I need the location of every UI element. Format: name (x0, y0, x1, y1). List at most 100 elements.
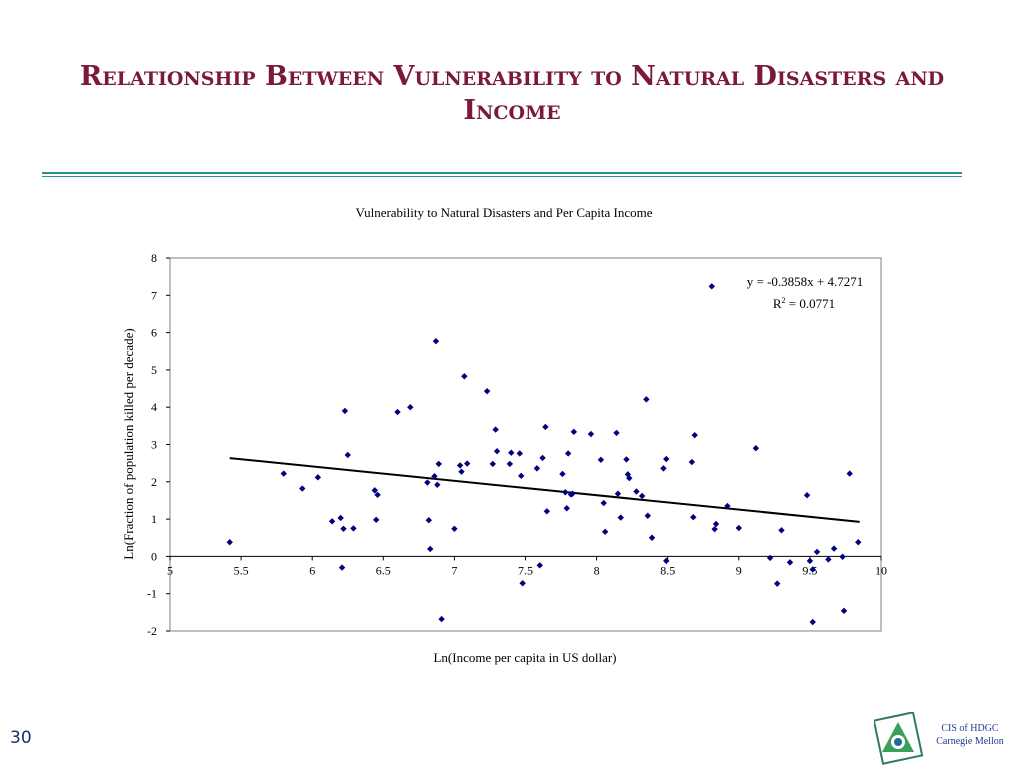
x-tick-label: 9.5 (802, 563, 817, 577)
x-tick-label: 8.5 (660, 563, 675, 577)
data-point (280, 470, 287, 477)
y-tick-label: 4 (151, 400, 157, 414)
page-number: 30 (10, 728, 32, 748)
data-point (493, 448, 501, 455)
x-tick-label: 6.5 (376, 563, 391, 577)
data-point (825, 556, 832, 563)
y-axis-label: Ln(Fraction of population killed per dec… (121, 328, 136, 559)
data-point (516, 450, 524, 457)
data-point (587, 430, 595, 438)
y-tick-label: -1 (147, 587, 157, 601)
data-point (407, 404, 414, 411)
data-point (489, 460, 496, 468)
data-point (569, 490, 576, 497)
data-point (633, 488, 640, 495)
data-point (543, 508, 551, 515)
data-point (374, 491, 381, 499)
data-point (519, 580, 526, 587)
data-point (735, 524, 742, 532)
data-point (338, 564, 346, 571)
data-point (341, 407, 349, 415)
data-point (394, 408, 401, 416)
x-tick-label: 10 (875, 563, 887, 577)
org-label: CIS of HDGC Carnegie Mellon (920, 722, 1020, 748)
trendline (229, 457, 860, 523)
data-point (778, 527, 785, 534)
chart-title: Vulnerability to Natural Disasters and P… (355, 205, 652, 220)
data-point (830, 545, 838, 552)
x-tick-label: 8 (594, 563, 600, 577)
data-point (518, 472, 525, 480)
data-point (299, 485, 306, 492)
axis-ticks (166, 257, 882, 632)
data-point (617, 514, 624, 521)
data-points (226, 283, 862, 626)
data-point (663, 455, 670, 463)
data-point (724, 502, 731, 510)
data-point (371, 487, 378, 494)
data-point (483, 387, 491, 395)
data-point (435, 460, 442, 468)
y-tick-label: 0 (151, 549, 157, 563)
data-point (508, 449, 515, 456)
data-point (559, 470, 566, 478)
data-point (434, 481, 441, 488)
x-tick-label: 7.5 (518, 563, 533, 577)
slide-title: Relationship Between Vulnerability to Na… (79, 61, 945, 126)
data-point (458, 468, 465, 475)
data-point (623, 456, 630, 463)
data-point (456, 462, 464, 469)
data-point (752, 445, 760, 452)
data-point (432, 337, 440, 345)
data-point (431, 473, 438, 480)
r2-superscript: 2 (782, 296, 786, 305)
data-point (786, 559, 794, 566)
data-point (314, 474, 322, 481)
y-tick-label: 7 (151, 288, 157, 302)
data-point (813, 548, 821, 556)
cmu-logo-icon (874, 712, 924, 765)
data-point (570, 428, 578, 436)
data-point (563, 505, 570, 512)
data-point (660, 465, 667, 472)
data-point (372, 516, 380, 524)
data-point (542, 423, 549, 431)
r2-value: = 0.0771 (786, 296, 836, 311)
data-point (614, 490, 622, 497)
y-tick-label: -2 (147, 624, 157, 638)
y-tick-label: 8 (151, 251, 157, 265)
x-tick-label: 6 (309, 563, 315, 577)
data-point (226, 539, 233, 546)
x-axis-label: Ln(Income per capita in US dollar) (433, 650, 616, 665)
data-point (806, 557, 814, 565)
x-tick-label: 5 (167, 563, 173, 577)
data-point (855, 539, 862, 546)
data-point (690, 514, 697, 521)
x-tick-label: 7 (451, 563, 457, 577)
data-point (350, 525, 357, 532)
data-point (809, 566, 816, 573)
title-divider-line (42, 172, 962, 174)
trendline-r-squared: R2 = 0.0771 (773, 296, 835, 311)
data-point (691, 431, 698, 439)
data-point (425, 517, 433, 524)
r2-label: R (773, 296, 782, 311)
data-point (461, 373, 468, 380)
data-point (337, 514, 344, 522)
data-point (539, 454, 546, 462)
y-tick-label: 2 (151, 475, 157, 489)
data-point (613, 429, 620, 437)
title-divider-line-thin (42, 176, 962, 177)
data-point (643, 396, 650, 403)
x-tick-label: 5.5 (234, 563, 249, 577)
data-point (809, 618, 816, 626)
data-point (773, 580, 781, 587)
data-point (451, 525, 458, 532)
data-point (644, 512, 651, 519)
data-point (601, 528, 609, 535)
data-point (711, 525, 718, 533)
org-line-2: Carnegie Mellon (936, 736, 1004, 747)
data-point (536, 562, 543, 569)
